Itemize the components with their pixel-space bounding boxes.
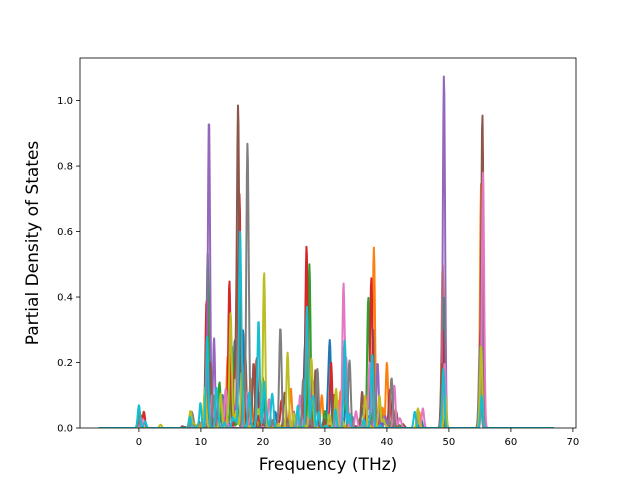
y-tick-label: 0.4: [57, 293, 73, 304]
y-tick-label: 0.2: [57, 358, 73, 369]
pdos-series-line: [98, 142, 555, 428]
y-tick-label: 1.0: [57, 96, 73, 107]
x-axis-ticks: 0 10 20 30 40 50 60 70: [136, 428, 580, 448]
x-tick-label: 0: [136, 437, 142, 448]
x-tick-label: 40: [381, 437, 394, 448]
x-tick-label: 70: [567, 437, 580, 448]
y-tick-label: 0.8: [57, 162, 73, 173]
x-tick-label: 20: [257, 437, 270, 448]
x-tick-label: 10: [195, 437, 208, 448]
x-tick-label: 50: [443, 437, 456, 448]
y-axis-label: Partial Density of States: [23, 141, 43, 346]
axes-frame: [79, 57, 577, 429]
x-tick-label: 30: [319, 437, 332, 448]
x-tick-label: 60: [505, 437, 518, 448]
y-axis-ticks: 0.0 0.2 0.4 0.6 0.8 1.0: [57, 96, 80, 435]
plot-area: [79, 57, 577, 429]
y-tick-label: 0.0: [57, 424, 73, 435]
y-tick-label: 0.6: [57, 227, 73, 238]
x-axis-label: Frequency (THz): [259, 455, 398, 475]
